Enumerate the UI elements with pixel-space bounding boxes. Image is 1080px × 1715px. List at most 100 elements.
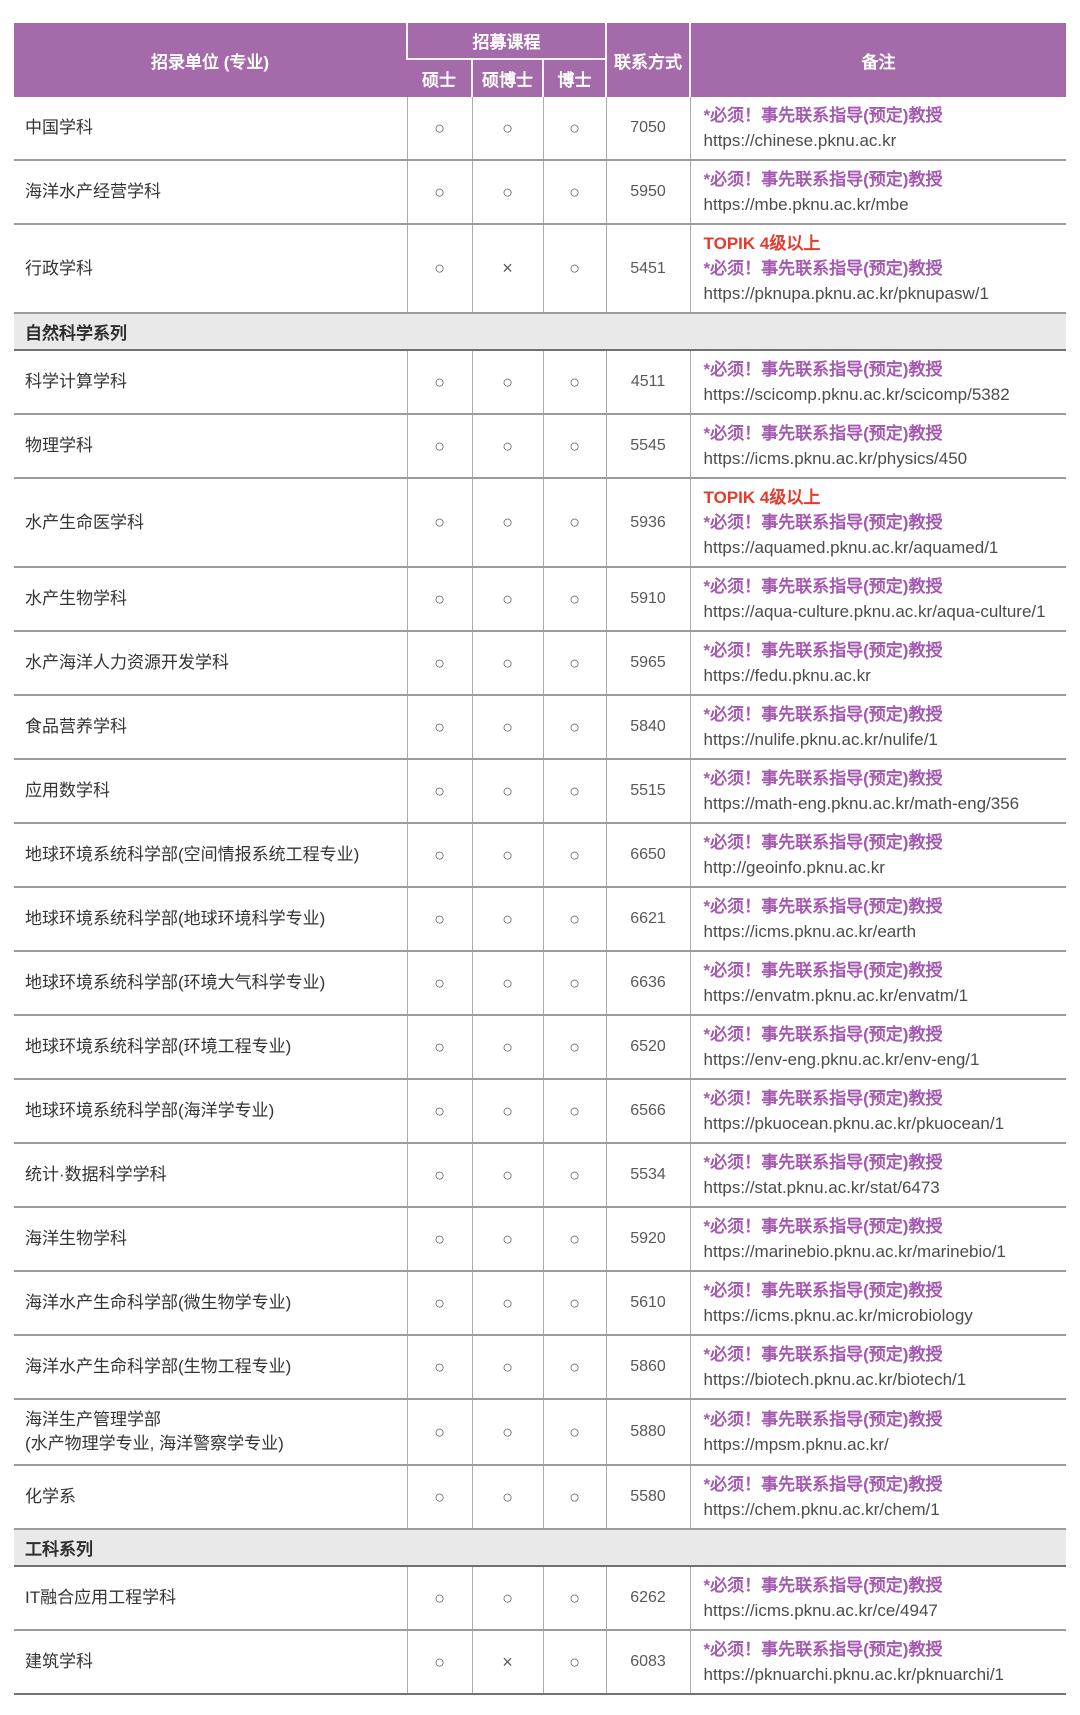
course-mark-master: ○ bbox=[406, 1335, 472, 1400]
course-mark-doctor: ○ bbox=[542, 759, 607, 824]
course-mark-master-doctor: × bbox=[471, 224, 543, 314]
course-mark-master: ○ bbox=[406, 567, 472, 632]
course-mark-master-doctor: ○ bbox=[471, 695, 543, 760]
department-name: 海洋生物学科 bbox=[14, 1207, 407, 1272]
remarks-cell: *必须！事先联系指导(预定)教授 https://nulife.pknu.ac.k… bbox=[689, 695, 1067, 760]
course-mark-doctor: ○ bbox=[542, 1015, 607, 1080]
column-header-remark: 备注 bbox=[689, 23, 1067, 97]
remark-url: https://biotech.pknu.ac.kr/biotech/1 bbox=[703, 1370, 967, 1389]
table-row: 水产海洋人力资源开发学科 ○ ○ ○ 5965 *必须！事先联系指导(预定)教授 https… bbox=[14, 631, 1067, 696]
course-mark-master: ○ bbox=[406, 160, 472, 225]
table-row: 地球环境系统科学部(地球环境科学专业) ○ ○ ○ 6621 *必须！事先联系指导(预定)… bbox=[14, 887, 1067, 952]
contact-extension: 5950 bbox=[605, 160, 691, 225]
course-mark-master: ○ bbox=[406, 1271, 472, 1336]
section-header-label: 工科系列 bbox=[14, 1528, 1067, 1567]
remark-note: *必须！事先联系指导(预定)教授 bbox=[703, 1410, 943, 1429]
section-row: 工科系列 bbox=[14, 1528, 1067, 1567]
department-name: 地球环境系统科学部(海洋学专业) bbox=[14, 1079, 407, 1144]
department-name: IT融合应用工程学科 bbox=[14, 1566, 407, 1631]
course-mark-doctor: ○ bbox=[542, 695, 607, 760]
course-mark-master-doctor: ○ bbox=[471, 631, 543, 696]
course-mark-doctor: ○ bbox=[542, 1143, 607, 1208]
remark-note: *必须！事先联系指导(预定)教授 bbox=[703, 1475, 943, 1494]
course-mark-master: ○ bbox=[406, 97, 472, 161]
course-mark-doctor: ○ bbox=[542, 1465, 607, 1530]
course-mark-master-doctor: ○ bbox=[471, 567, 543, 632]
course-mark-master: ○ bbox=[406, 1143, 472, 1208]
remarks-cell: *必须！事先联系指导(预定)教授 https://icms.pknu.ac.kr/… bbox=[689, 887, 1067, 952]
course-mark-master: ○ bbox=[406, 350, 472, 415]
department-name: 行政学科 bbox=[14, 224, 407, 314]
remark-url: https://marinebio.pknu.ac.kr/marinebio/1 bbox=[703, 1242, 1006, 1261]
department-name: 物理学科 bbox=[14, 414, 407, 479]
department-name: 地球环境系统科学部(空间情报系统工程专业) bbox=[14, 823, 407, 888]
contact-extension: 6650 bbox=[605, 823, 691, 888]
department-name: 化学系 bbox=[14, 1465, 407, 1530]
course-mark-doctor: ○ bbox=[542, 631, 607, 696]
remarks-cell: *必须！事先联系指导(预定)教授 https://env-eng.pknu.ac.… bbox=[689, 1015, 1067, 1080]
contact-extension: 5451 bbox=[605, 224, 691, 314]
contact-extension: 6262 bbox=[605, 1566, 691, 1631]
remark-note: *必须！事先联系指导(预定)教授 bbox=[703, 1281, 943, 1300]
table-row: 地球环境系统科学部(海洋学专业) ○ ○ ○ 6566 *必须！事先联系指导(预定)教授 h… bbox=[14, 1079, 1067, 1144]
course-mark-doctor: ○ bbox=[542, 1207, 607, 1272]
table-row: 化学系 ○ ○ ○ 5580 *必须！事先联系指导(预定)教授 https://chem.p… bbox=[14, 1465, 1067, 1530]
course-mark-master-doctor: ○ bbox=[471, 1271, 543, 1336]
table-row: 地球环境系统科学部(环境工程专业) ○ ○ ○ 6520 *必须！事先联系指导(预定)教授… bbox=[14, 1015, 1067, 1080]
course-mark-master: ○ bbox=[406, 695, 472, 760]
remark-url: https://pknuarchi.pknu.ac.kr/pknuarchi/1 bbox=[703, 1665, 1005, 1684]
remark-note: *必须！事先联系指导(预定)教授 bbox=[703, 1025, 943, 1044]
contact-extension: 5545 bbox=[605, 414, 691, 479]
header-row-sub: 硕士 硕博士 博士 bbox=[14, 58, 1066, 97]
course-mark-doctor: ○ bbox=[542, 414, 607, 479]
course-mark-master-doctor: ○ bbox=[471, 1566, 543, 1631]
remarks-cell: *必须！事先联系指导(预定)教授 https://pknuarchi.pknu.a… bbox=[689, 1630, 1067, 1695]
remark-url: https://icms.pknu.ac.kr/earth bbox=[703, 922, 917, 941]
course-mark-master: ○ bbox=[406, 478, 472, 568]
remark-note: *必须！事先联系指导(预定)教授 bbox=[703, 1153, 943, 1172]
course-mark-doctor: ○ bbox=[542, 823, 607, 888]
remark-url: https://chem.pknu.ac.kr/chem/1 bbox=[703, 1500, 940, 1519]
course-mark-master-doctor: ○ bbox=[471, 350, 543, 415]
remarks-cell: *必须！事先联系指导(预定)教授 https://envatm.pknu.ac.k… bbox=[689, 951, 1067, 1016]
department-name: 建筑学科 bbox=[14, 1630, 407, 1695]
remark-note: *必须！事先联系指导(预定)教授 bbox=[703, 1345, 943, 1364]
department-name: 应用数学科 bbox=[14, 759, 407, 824]
contact-extension: 7050 bbox=[605, 97, 691, 161]
column-header-master-doctor: 硕博士 bbox=[471, 58, 543, 97]
remarks-cell: *必须！事先联系指导(预定)教授 https://icms.pknu.ac.kr/… bbox=[689, 1566, 1067, 1631]
remark-note: *必须！事先联系指导(预定)教授 bbox=[703, 833, 943, 852]
remarks-cell: *必须！事先联系指导(预定)教授 https://scicomp.pknu.ac.… bbox=[689, 350, 1067, 415]
course-mark-doctor: ○ bbox=[542, 1566, 607, 1631]
table-row: 地球环境系统科学部(环境大气科学专业) ○ ○ ○ 6636 *必须！事先联系指导(预定)… bbox=[14, 951, 1067, 1016]
department-name: 水产生物学科 bbox=[14, 567, 407, 632]
department-name: 海洋水产经营学科 bbox=[14, 160, 407, 225]
course-mark-master: ○ bbox=[406, 1399, 472, 1466]
remarks-cell: *必须！事先联系指导(预定)教授 https://math-eng.pknu.ac… bbox=[689, 759, 1067, 824]
course-mark-master-doctor: ○ bbox=[471, 478, 543, 568]
contact-extension: 6520 bbox=[605, 1015, 691, 1080]
department-name: 统计·数据科学学科 bbox=[14, 1143, 407, 1208]
course-mark-doctor: ○ bbox=[542, 951, 607, 1016]
remark-topik: TOPIK 4级以上 bbox=[703, 234, 821, 253]
course-mark-master-doctor: ○ bbox=[471, 414, 543, 479]
remark-url: https://aquamed.pknu.ac.kr/aquamed/1 bbox=[703, 538, 999, 557]
remark-url: https://icms.pknu.ac.kr/physics/450 bbox=[703, 449, 968, 468]
remark-url: http://geoinfo.pknu.ac.kr bbox=[703, 858, 885, 877]
course-mark-master: ○ bbox=[406, 1630, 472, 1695]
course-mark-master: ○ bbox=[406, 631, 472, 696]
department-name: 科学计算学科 bbox=[14, 350, 407, 415]
table-header: 招录单位 (专业) 招募课程 联系方式 备注 硕士 硕博士 博士 bbox=[14, 23, 1067, 97]
column-header-contact: 联系方式 bbox=[605, 23, 691, 97]
remark-url: https://pkuocean.pknu.ac.kr/pkuocean/1 bbox=[703, 1114, 1005, 1133]
department-name: 水产海洋人力资源开发学科 bbox=[14, 631, 407, 696]
course-mark-doctor: ○ bbox=[542, 1079, 607, 1144]
contact-extension: 5920 bbox=[605, 1207, 691, 1272]
contact-extension: 5860 bbox=[605, 1335, 691, 1400]
table-row: 水产生物学科 ○ ○ ○ 5910 *必须！事先联系指导(预定)教授 https://aqu… bbox=[14, 567, 1067, 632]
contact-extension: 6636 bbox=[605, 951, 691, 1016]
remark-url: https://icms.pknu.ac.kr/ce/4947 bbox=[703, 1601, 938, 1620]
remarks-cell: *必须！事先联系指导(预定)教授 https://marinebio.pknu.a… bbox=[689, 1207, 1067, 1272]
table-row: 建筑学科 ○ × ○ 6083 *必须！事先联系指导(预定)教授 https://pknua… bbox=[14, 1630, 1067, 1695]
